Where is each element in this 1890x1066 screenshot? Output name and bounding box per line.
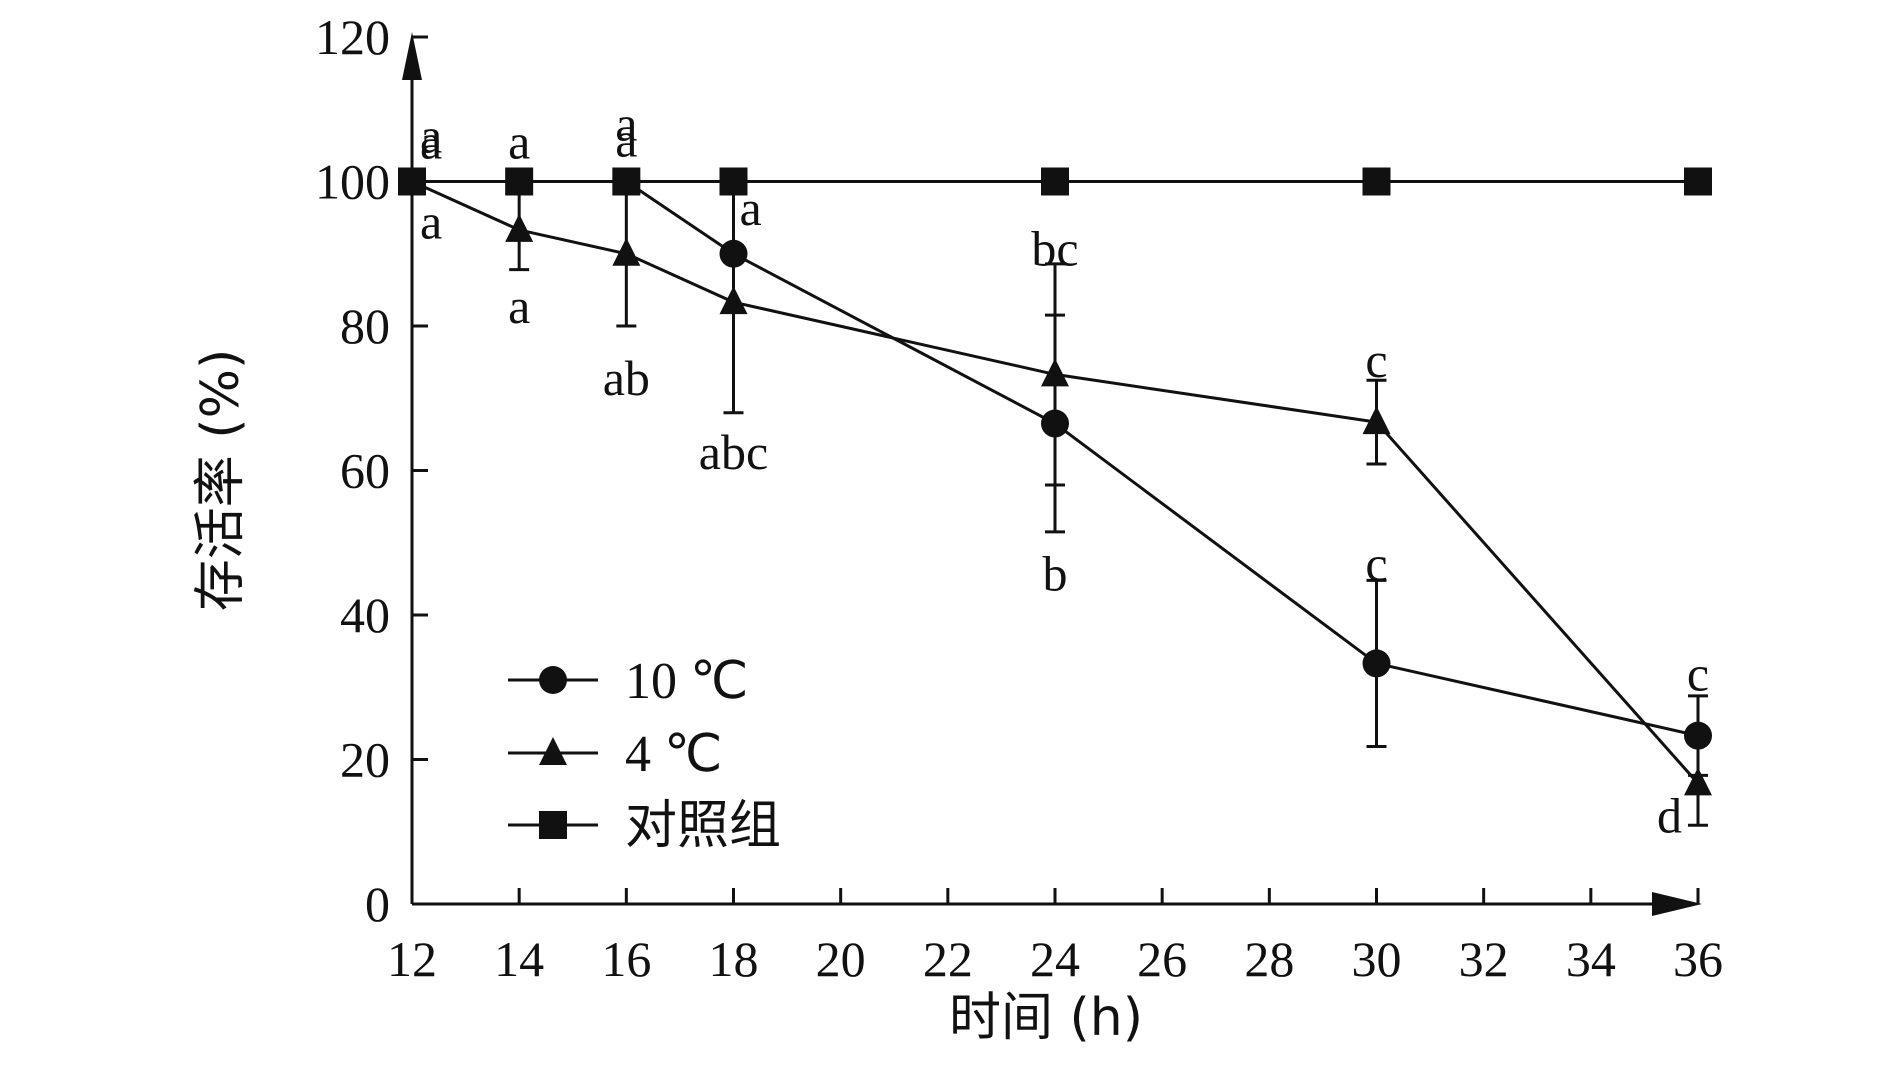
significance-letter: a <box>508 278 530 334</box>
significance-letter: a <box>420 194 442 250</box>
data-point <box>719 286 748 315</box>
x-tick-label: 22 <box>923 931 973 987</box>
legend-circle-icon <box>539 666 567 694</box>
data-point <box>1684 767 1712 796</box>
legend-label: 10 ℃ <box>625 653 748 710</box>
legend-item: 10 ℃ <box>508 653 748 710</box>
y-axis-title: 存活率 (%) <box>191 349 251 612</box>
x-tick-label: 32 <box>1459 931 1509 987</box>
legend: 10 ℃ 4 ℃ 对照组 <box>508 653 781 855</box>
significance-letter: abc <box>699 424 768 480</box>
x-tick-label: 16 <box>601 931 651 987</box>
x-axis-arrow <box>1652 892 1702 916</box>
x-tick-label: 14 <box>494 931 544 987</box>
x-tick-label: 12 <box>387 931 437 987</box>
legend-label: 4 ℃ <box>625 726 722 783</box>
x-tick-label: 24 <box>1030 931 1080 987</box>
x-tick-label: 36 <box>1673 931 1723 987</box>
x-tick-label: 20 <box>816 931 866 987</box>
significance-letter: bc <box>1031 220 1078 276</box>
x-tick-label: 28 <box>1244 931 1294 987</box>
significance-letter: ab <box>603 350 650 406</box>
legend-item: 对照组 <box>508 798 781 855</box>
series-layer <box>398 165 1712 827</box>
series-circle <box>398 167 1712 777</box>
y-tick-label: 0 <box>365 876 390 932</box>
data-point <box>1362 406 1391 435</box>
legend-triangle-icon <box>539 737 567 765</box>
y-axis-arrow <box>402 32 422 80</box>
significance-letter: a <box>740 180 762 236</box>
x-axis-title: 时间 (h) <box>949 988 1143 1048</box>
x-tick-label: 18 <box>709 931 759 987</box>
data-point <box>1041 409 1069 438</box>
significance-letter: b <box>1043 546 1068 602</box>
axes: 0 20 40 60 80 100 120 12 14 16 18 20 22 24 26 28 30 32 34 3… <box>315 9 1723 987</box>
legend-label: 对照组 <box>625 798 781 855</box>
data-point <box>1041 167 1069 196</box>
x-tick-label: 26 <box>1137 931 1187 987</box>
data-point <box>719 239 748 268</box>
data-point <box>1684 167 1712 196</box>
y-tick-label: 100 <box>315 154 390 210</box>
data-point <box>1362 167 1391 196</box>
data-point <box>505 213 534 242</box>
y-tick-label: 60 <box>340 443 390 499</box>
significance-letter: a <box>420 108 442 164</box>
series-line <box>412 180 1699 738</box>
y-tick-label: 120 <box>315 9 390 65</box>
significance-letter: a <box>508 114 530 170</box>
data-point <box>1684 721 1712 750</box>
data-point <box>1362 649 1391 678</box>
significance-letter: a <box>615 112 637 168</box>
data-point <box>398 167 426 196</box>
significance-letter: c <box>1365 535 1387 591</box>
x-tick-label: 34 <box>1566 931 1616 987</box>
y-tick-label: 20 <box>340 732 390 788</box>
significance-letter: a <box>420 114 442 170</box>
significance-letter: a <box>615 96 637 152</box>
legend-square-icon <box>539 811 567 839</box>
significance-letter: c <box>1687 646 1709 702</box>
data-point <box>612 237 641 266</box>
significance-letter: c <box>1365 332 1387 388</box>
data-point <box>612 167 641 196</box>
y-tick-label: 80 <box>340 298 390 354</box>
y-tick-label: 40 <box>340 587 390 643</box>
x-tick-label: 30 <box>1352 931 1402 987</box>
legend-item: 4 ℃ <box>508 726 722 783</box>
significance-letter: d <box>1657 787 1682 843</box>
